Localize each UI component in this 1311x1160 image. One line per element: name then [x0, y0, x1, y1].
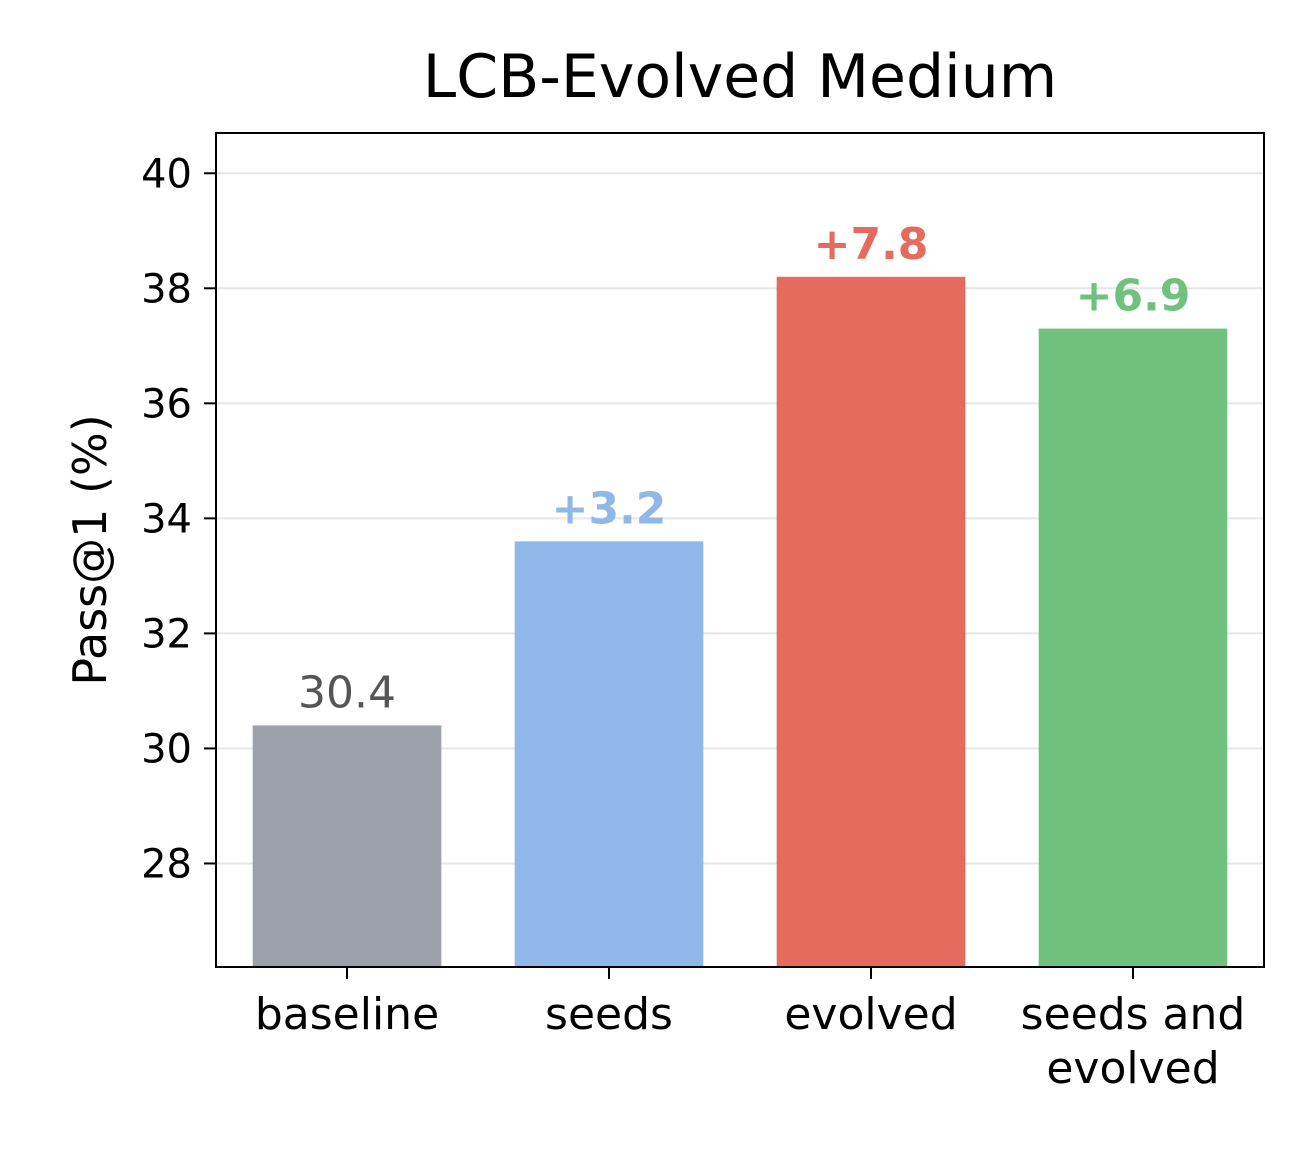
x-axis-ticks: baseline seeds evolved seeds and evolved: [255, 967, 1245, 1094]
data-labels: 30.4 +3.2 +7.8 +6.9: [298, 219, 1190, 719]
y-tick-label: 34: [141, 496, 192, 542]
bars: [252, 276, 1228, 968]
y-tick-label: 28: [141, 841, 192, 887]
bar: [1038, 328, 1228, 968]
bar: [252, 725, 442, 967]
y-tick-label: 38: [141, 266, 192, 312]
plot-frame: [215, 132, 1265, 968]
data-label: +3.2: [552, 483, 667, 534]
y-axis-ticks: 28 30 32 34 36 38 40: [141, 151, 216, 887]
bar: [514, 541, 704, 967]
x-tick-label: evolved: [784, 989, 957, 1040]
x-tick-label: seeds and evolved: [1021, 989, 1246, 1094]
data-label: 30.4: [298, 667, 396, 718]
y-tick-label: 30: [141, 726, 192, 772]
y-axis-label: Pass@1 (%): [63, 414, 117, 685]
bar: [776, 276, 966, 967]
x-tick-label: seeds: [545, 989, 673, 1040]
chart-title: LCB-Evolved Medium: [423, 42, 1057, 112]
y-tick-label: 32: [141, 611, 192, 657]
y-tick-label: 36: [141, 381, 192, 427]
y-tick-label: 40: [141, 151, 192, 197]
data-label: +6.9: [1076, 271, 1191, 322]
x-tick-label: baseline: [255, 989, 439, 1040]
data-label: +7.8: [814, 219, 929, 270]
